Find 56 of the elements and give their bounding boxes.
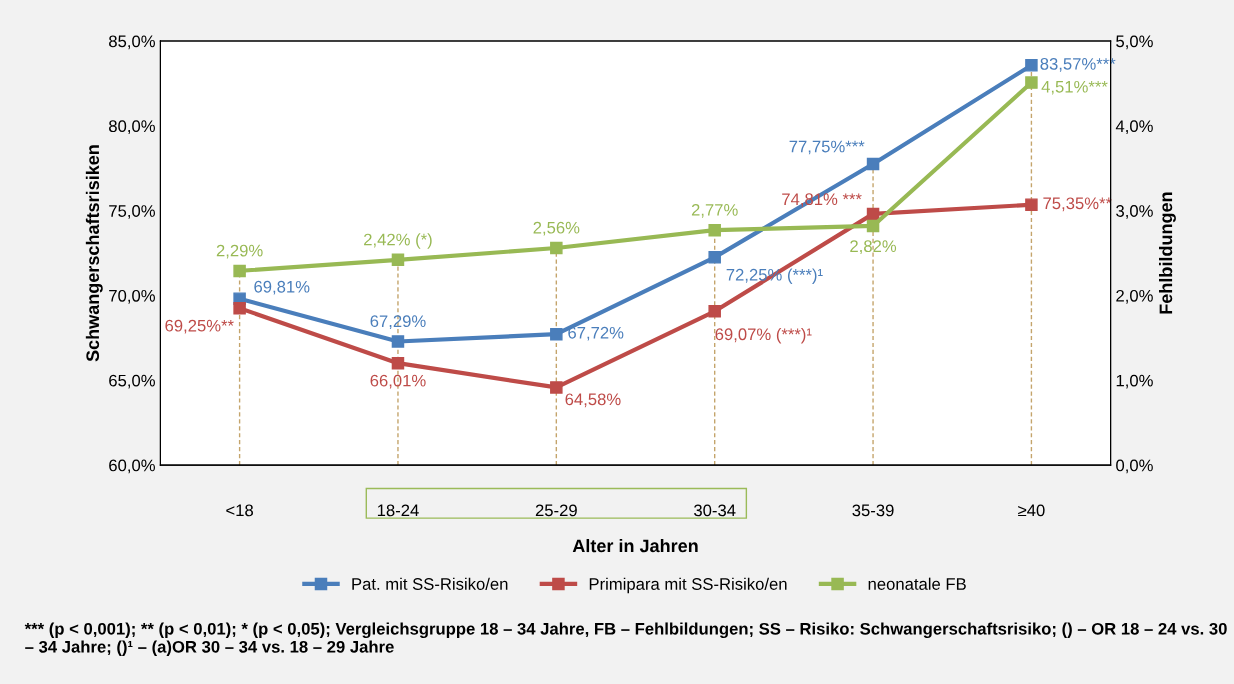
- point: [708, 223, 721, 237]
- point: [1025, 76, 1038, 89]
- data-label: 4,51%***: [1041, 80, 1108, 95]
- data-label: 69,81%: [254, 280, 310, 295]
- point: [233, 264, 246, 278]
- x-axis-title: Alter in Jahren: [572, 538, 698, 553]
- point: [1025, 59, 1038, 72]
- point: [708, 305, 721, 318]
- x-tick-label: <18: [226, 504, 254, 517]
- point: [708, 251, 721, 264]
- data-label: 77,75%***: [789, 140, 865, 155]
- legend-label: Pat. mit SS-Risiko/en: [352, 577, 508, 590]
- y-tick-label: 85,0%: [109, 35, 155, 50]
- data-label: 66,01%: [370, 374, 426, 389]
- legend-label: neonatale FB: [868, 577, 966, 590]
- y2-tick-label: 4,0%: [1115, 120, 1153, 135]
- y2-tick-label: 3,0%: [1116, 205, 1153, 219]
- point: [391, 253, 405, 267]
- point: [233, 301, 246, 315]
- y-axis-title: Schwangerschaftsrisiken: [85, 145, 103, 362]
- data-label: 69,07% (***)¹: [715, 327, 812, 344]
- x-tick-label: 18-24: [377, 504, 419, 517]
- x-tick-label: 30-34: [694, 504, 736, 517]
- point: [866, 157, 880, 171]
- y2-tick-label: 0,0%: [1116, 459, 1153, 474]
- data-label: 2,42% (*): [364, 233, 432, 249]
- x-tick-label: ≥40: [1018, 504, 1045, 517]
- y-tick-label: 70,0%: [109, 289, 155, 304]
- point: [866, 207, 880, 221]
- point: [550, 381, 563, 394]
- point: [1025, 198, 1038, 211]
- y-tick-label: 80,0%: [109, 120, 155, 135]
- point: [550, 327, 563, 341]
- data-label: 67,72%: [568, 326, 624, 341]
- data-label: 2,77%: [691, 203, 738, 218]
- data-label: 67,29%: [370, 315, 426, 330]
- data-label: 2,82%: [850, 240, 897, 255]
- point: [866, 219, 880, 233]
- point: [550, 241, 563, 255]
- point: [391, 356, 405, 370]
- y2-tick-label: 2,0%: [1116, 289, 1153, 304]
- data-label: 2,56%: [533, 221, 580, 236]
- y-tick-label: 60,0%: [109, 459, 155, 474]
- y-tick-label: 65,0%: [109, 374, 155, 389]
- data-label: 69,25%**: [165, 319, 234, 334]
- data-label: 2,29%: [216, 244, 263, 259]
- data-label: 64,58%: [565, 393, 621, 408]
- point: [391, 335, 405, 348]
- y2-tick-label: 5,0%: [1116, 35, 1153, 50]
- y2-axis-title: Fehlbildungen: [1159, 192, 1176, 314]
- legend-label: Primipara mit SS-Risiko/en: [589, 577, 787, 594]
- y2-tick-label: 1,0%: [1116, 374, 1153, 389]
- x-tick-label: 35-39: [852, 504, 894, 517]
- y-tick-label: 75,0%: [109, 205, 155, 219]
- text: *** (p < 0,001); ** (p < 0,01); * (p < 0,05); Vergleichsgruppe 18 – 34 Jahre, FB – Fehlbildungen; SS – Risiko: Schwangerschaftsrisiko; () – OR 18 – 24 vs. 30 – 34 Jahre; ()¹ – (a)OR 30 – 34 vs. 18 – 29 Jahre: [24, 622, 1227, 656]
- x-tick-label: 25-29: [535, 504, 577, 517]
